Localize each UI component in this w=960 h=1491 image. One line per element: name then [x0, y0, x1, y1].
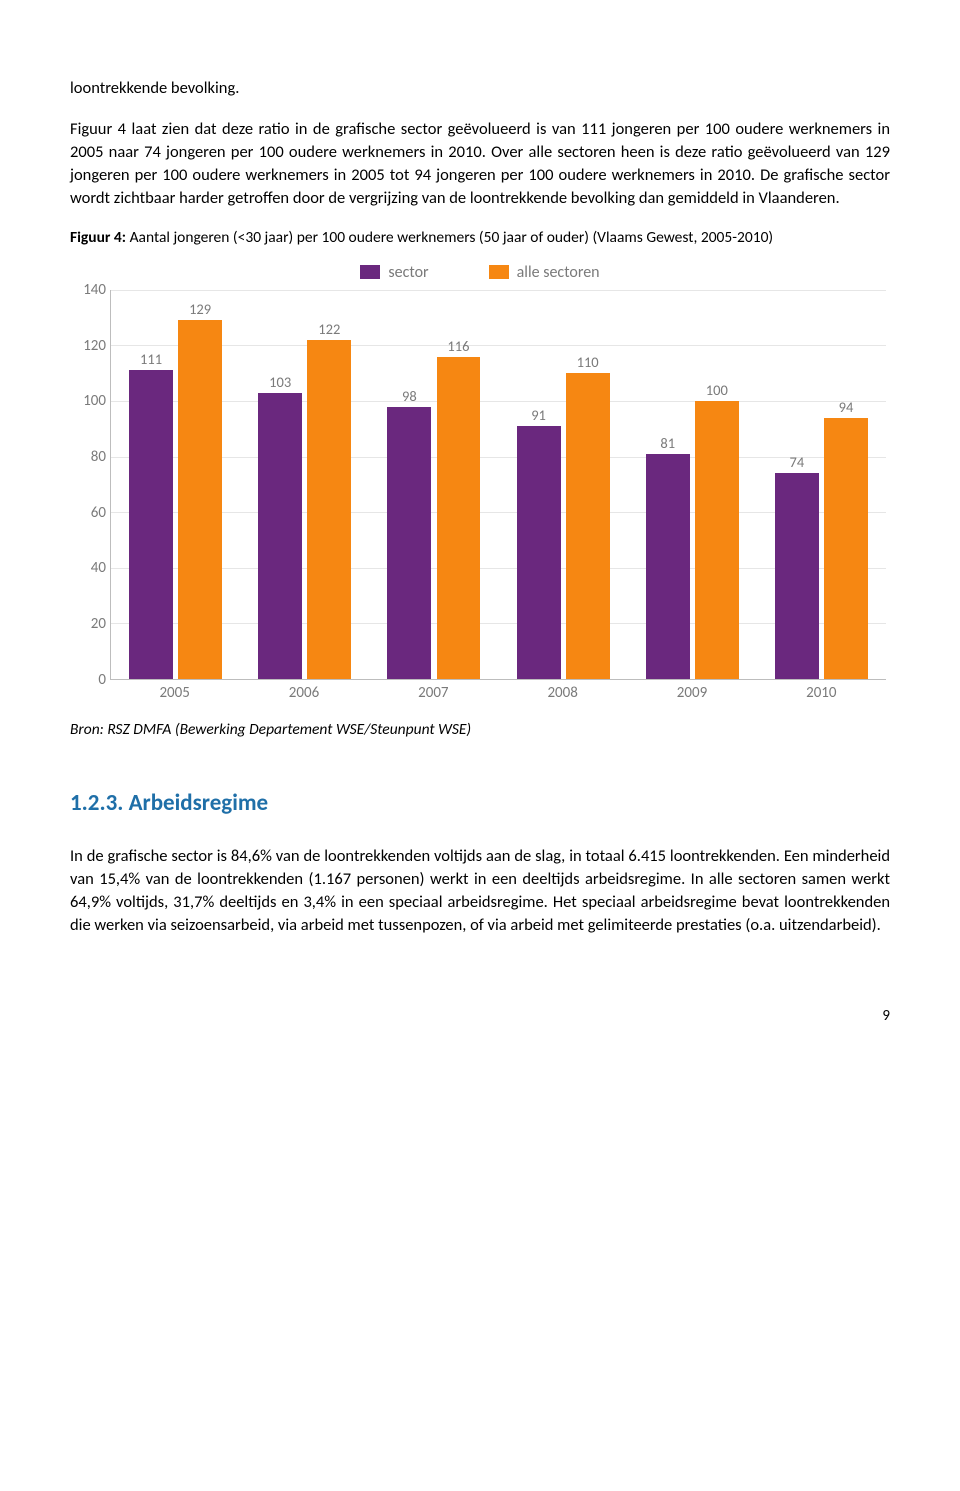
chart-x-labels: 200520062007200820092010	[110, 684, 886, 710]
chart-x-tick-label: 2007	[369, 684, 498, 710]
legend-item-sector: sector	[360, 263, 428, 282]
legend-item-all: alle sectoren	[489, 263, 600, 282]
chart-bar-value: 129	[189, 300, 211, 318]
chart-y-tick-label: 140	[72, 281, 106, 299]
chart-bar-value: 100	[706, 381, 728, 399]
chart-y-tick-label: 40	[72, 559, 106, 577]
chart-legend: sector alle sectoren	[70, 263, 890, 282]
paragraph-1: loontrekkende bevolking.	[70, 77, 890, 100]
figure-caption-text: Aantal jongeren (<30 jaar) per 100 ouder…	[126, 228, 773, 247]
legend-swatch-sector	[360, 265, 380, 279]
chart-bar-group: 111129	[111, 290, 240, 679]
legend-label-all: alle sectoren	[517, 263, 600, 282]
legend-label-sector: sector	[388, 263, 428, 282]
chart-bar-all: 116	[437, 357, 481, 679]
chart-plot: 1111291031229811691110811007494	[110, 290, 886, 680]
chart-bar-sector: 111	[129, 370, 173, 678]
chart-bar-sector: 74	[775, 473, 819, 679]
chart-bar-value: 110	[577, 353, 599, 371]
chart-bar-value: 98	[402, 387, 417, 405]
chart-y-tick-label: 80	[72, 448, 106, 466]
chart-y-tick-label: 100	[72, 392, 106, 410]
chart-bar-group: 91110	[499, 290, 628, 679]
page-number: 9	[70, 1007, 890, 1025]
section-heading: 1.2.3. Arbeidsregime	[70, 789, 890, 817]
chart-bar-sector: 81	[646, 454, 690, 679]
chart-bar-value: 122	[318, 320, 340, 338]
chart-bar-group: 103122	[240, 290, 369, 679]
chart-bar-sector: 103	[258, 393, 302, 679]
chart-bar-all: 110	[566, 373, 610, 679]
chart-bar-all: 129	[178, 320, 222, 678]
chart-x-tick-label: 2008	[498, 684, 627, 710]
chart-bar-value: 111	[140, 350, 162, 368]
chart-x-tick-label: 2009	[627, 684, 756, 710]
chart-bar-all: 94	[824, 418, 868, 679]
chart-bar-sector: 98	[387, 407, 431, 679]
chart-y-tick-label: 60	[72, 504, 106, 522]
chart-x-tick-label: 2006	[239, 684, 368, 710]
chart-bar-group: 98116	[369, 290, 498, 679]
chart-y-tick-label: 0	[72, 671, 106, 689]
chart-bar-value: 94	[839, 398, 854, 416]
figure-4-chart: sector alle sectoren 1111291031229811691…	[70, 263, 890, 710]
chart-bar-sector: 91	[517, 426, 561, 679]
figure-source: Bron: RSZ DMFA (Bewerking Departement WS…	[70, 720, 890, 739]
chart-bar-group: 81100	[628, 290, 757, 679]
chart-area: 1111291031229811691110811007494 02040608…	[72, 290, 890, 710]
chart-bar-value: 116	[447, 337, 469, 355]
chart-bar-all: 122	[307, 340, 351, 679]
chart-bar-all: 100	[695, 401, 739, 679]
chart-bar-value: 74	[790, 453, 805, 471]
chart-bar-value: 103	[269, 373, 291, 391]
chart-bar-group: 7494	[757, 290, 886, 679]
paragraph-2: Figuur 4 laat zien dat deze ratio in de …	[70, 118, 890, 210]
chart-x-tick-label: 2005	[110, 684, 239, 710]
chart-y-tick-label: 20	[72, 615, 106, 633]
chart-y-tick-label: 120	[72, 337, 106, 355]
chart-bar-value: 81	[660, 434, 675, 452]
chart-x-tick-label: 2010	[757, 684, 886, 710]
figure-caption: Figuur 4: Aantal jongeren (<30 jaar) per…	[70, 228, 890, 249]
chart-bar-value: 91	[531, 406, 546, 424]
legend-swatch-all	[489, 265, 509, 279]
chart-bars: 1111291031229811691110811007494	[111, 290, 886, 679]
figure-caption-label: Figuur 4:	[70, 228, 126, 247]
paragraph-3: In de grafische sector is 84,6% van de l…	[70, 845, 890, 937]
